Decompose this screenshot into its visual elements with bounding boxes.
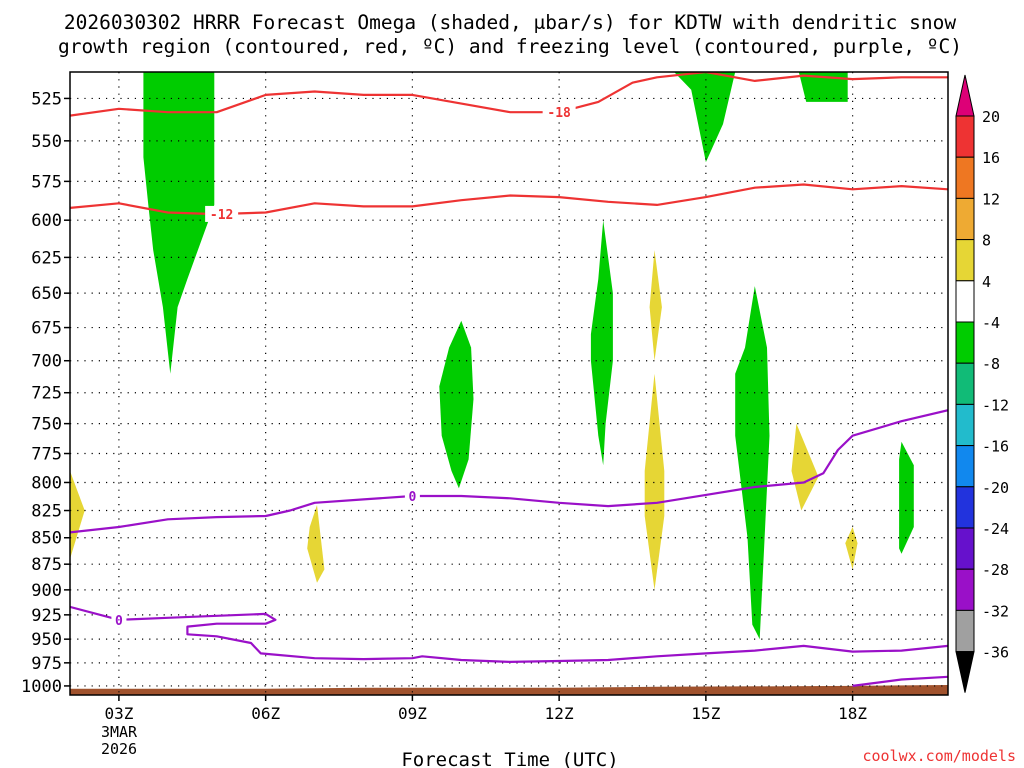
freezing-contour-label-0: 0 bbox=[408, 490, 416, 505]
y-tick-label-550: 550 bbox=[31, 132, 62, 152]
dgz-contour-label-bg-0 bbox=[542, 104, 576, 121]
legend-label-13: -36 bbox=[982, 644, 1009, 662]
y-tick-label-875: 875 bbox=[31, 555, 62, 575]
legend-swatch-5 bbox=[955, 321, 975, 364]
y-tick-label-900: 900 bbox=[31, 581, 62, 601]
legend-swatch-2 bbox=[955, 197, 975, 241]
freezing-contour-label-bg-1 bbox=[111, 611, 127, 628]
date-label-day: 3MAR bbox=[101, 723, 138, 741]
freezing-contours: 00 bbox=[70, 409, 948, 687]
legend-swatch-6 bbox=[955, 362, 975, 405]
dgz-contour-label-1: -12 bbox=[210, 208, 233, 223]
omega-region-4 bbox=[899, 441, 914, 554]
y-tick-label-825: 825 bbox=[31, 502, 62, 522]
freezing-contour-line-2 bbox=[852, 675, 948, 687]
omega-region-3 bbox=[735, 286, 770, 640]
credit-text: coolwx.com/models bbox=[862, 747, 1016, 765]
legend-label-3: 8 bbox=[982, 232, 991, 250]
legend-swatch-7 bbox=[955, 403, 975, 447]
chart-title-line-2: growth region (contoured, red, ºC) and f… bbox=[58, 35, 962, 58]
legend-label-9: -20 bbox=[982, 479, 1009, 497]
legend-swatch-1 bbox=[955, 156, 975, 199]
y-tick-label-1000: 1000 bbox=[21, 677, 62, 697]
terrain-fill bbox=[70, 685, 948, 695]
x-axis: 03Z 06Z 09Z 12Z 15Z 18Z bbox=[104, 695, 867, 723]
dgz-contour-label-0: -18 bbox=[547, 106, 571, 121]
dgz-contours: -18 -12 bbox=[70, 72, 948, 223]
legend-label-4: 4 bbox=[982, 273, 991, 291]
omega-region-11 bbox=[791, 423, 819, 511]
legend-label-0: 20 bbox=[982, 108, 1000, 126]
x-tick-label-3: 03Z bbox=[104, 704, 133, 723]
freezing-contour-label-1: 0 bbox=[115, 614, 123, 629]
y-tick-label-800: 800 bbox=[31, 473, 62, 493]
y-tick-label-700: 700 bbox=[31, 352, 62, 372]
gridlines bbox=[70, 72, 948, 695]
chart-title-line-1: 2026030302 HRRR Forecast Omega (shaded, … bbox=[64, 11, 956, 34]
y-tick-label-750: 750 bbox=[31, 415, 62, 435]
y-tick-label-975: 975 bbox=[31, 654, 62, 674]
legend-label-12: -32 bbox=[982, 602, 1009, 620]
x-tick-label-12: 12Z bbox=[545, 704, 574, 723]
y-axis: 525 550 575 600 625 650 675 700 725 750 775 800 825 8… bbox=[21, 89, 70, 697]
y-tick-label-625: 625 bbox=[31, 248, 62, 268]
legend-label-7: -12 bbox=[982, 396, 1009, 414]
freezing-contour-label-bg-0 bbox=[404, 488, 420, 505]
legend-label-2: 12 bbox=[982, 190, 1000, 208]
y-tick-label-850: 850 bbox=[31, 529, 62, 549]
x-tick-label-6: 06Z bbox=[251, 704, 280, 723]
y-tick-label-675: 675 bbox=[31, 319, 62, 339]
legend-label-10: -24 bbox=[982, 520, 1009, 538]
omega-shading bbox=[70, 72, 914, 640]
x-tick-label-18: 18Z bbox=[838, 704, 867, 723]
x-tick-label-9: 09Z bbox=[398, 704, 427, 723]
plot-frame bbox=[69, 71, 949, 696]
y-tick-label-575: 575 bbox=[31, 172, 62, 192]
legend-swatch-8 bbox=[955, 445, 975, 488]
y-tick-label-950: 950 bbox=[31, 630, 62, 650]
y-tick-label-600: 600 bbox=[31, 211, 62, 231]
legend-label-6: -8 bbox=[982, 355, 1000, 373]
dgz-contour-line-0 bbox=[70, 72, 948, 117]
omega-region-2 bbox=[590, 220, 613, 466]
x-axis-label: Forecast Time (UTC) bbox=[401, 749, 618, 768]
dgz-contour-label-bg-1 bbox=[205, 205, 239, 222]
legend-label-8: -16 bbox=[982, 438, 1009, 456]
omega-region-9 bbox=[649, 250, 662, 361]
legend-label-11: -28 bbox=[982, 561, 1009, 579]
y-tick-label-775: 775 bbox=[31, 445, 62, 465]
legend-arrow-top bbox=[955, 74, 975, 117]
omega-region-1 bbox=[439, 320, 474, 489]
legend-swatch-4 bbox=[955, 280, 975, 323]
freezing-contour-line-0 bbox=[70, 409, 948, 534]
y-tick-label-525: 525 bbox=[31, 89, 62, 109]
omega-region-0 bbox=[143, 72, 215, 374]
legend-label-1: 16 bbox=[982, 149, 1000, 167]
x-tick-label-15: 15Z bbox=[691, 704, 720, 723]
legend-swatch-0 bbox=[955, 115, 975, 158]
omega-region-6 bbox=[798, 72, 848, 102]
y-tick-label-925: 925 bbox=[31, 606, 62, 626]
colorbar-legend: 20 16 12 8 4 -4 -8 -12 -16 -20 -24 -28 -32 -36 bbox=[955, 74, 1009, 693]
legend-label-5: -4 bbox=[982, 314, 1000, 332]
legend-swatch-10 bbox=[955, 527, 975, 570]
legend-arrow-bottom bbox=[955, 651, 975, 693]
omega-region-7 bbox=[70, 471, 85, 559]
legend-swatch-12 bbox=[955, 609, 975, 653]
y-tick-label-725: 725 bbox=[31, 384, 62, 404]
legend-swatch-9 bbox=[955, 486, 975, 529]
y-tick-label-650: 650 bbox=[31, 284, 62, 304]
legend-swatch-11 bbox=[955, 568, 975, 611]
omega-region-5 bbox=[674, 72, 736, 163]
plot-area: -18-12 00 bbox=[70, 72, 948, 695]
omega-region-10 bbox=[644, 373, 665, 590]
freezing-contour-line-1 bbox=[70, 605, 948, 664]
legend-swatch-3 bbox=[955, 239, 975, 282]
date-label-year: 2026 bbox=[101, 740, 137, 758]
omega-region-8 bbox=[307, 505, 325, 583]
terrain bbox=[70, 685, 948, 695]
